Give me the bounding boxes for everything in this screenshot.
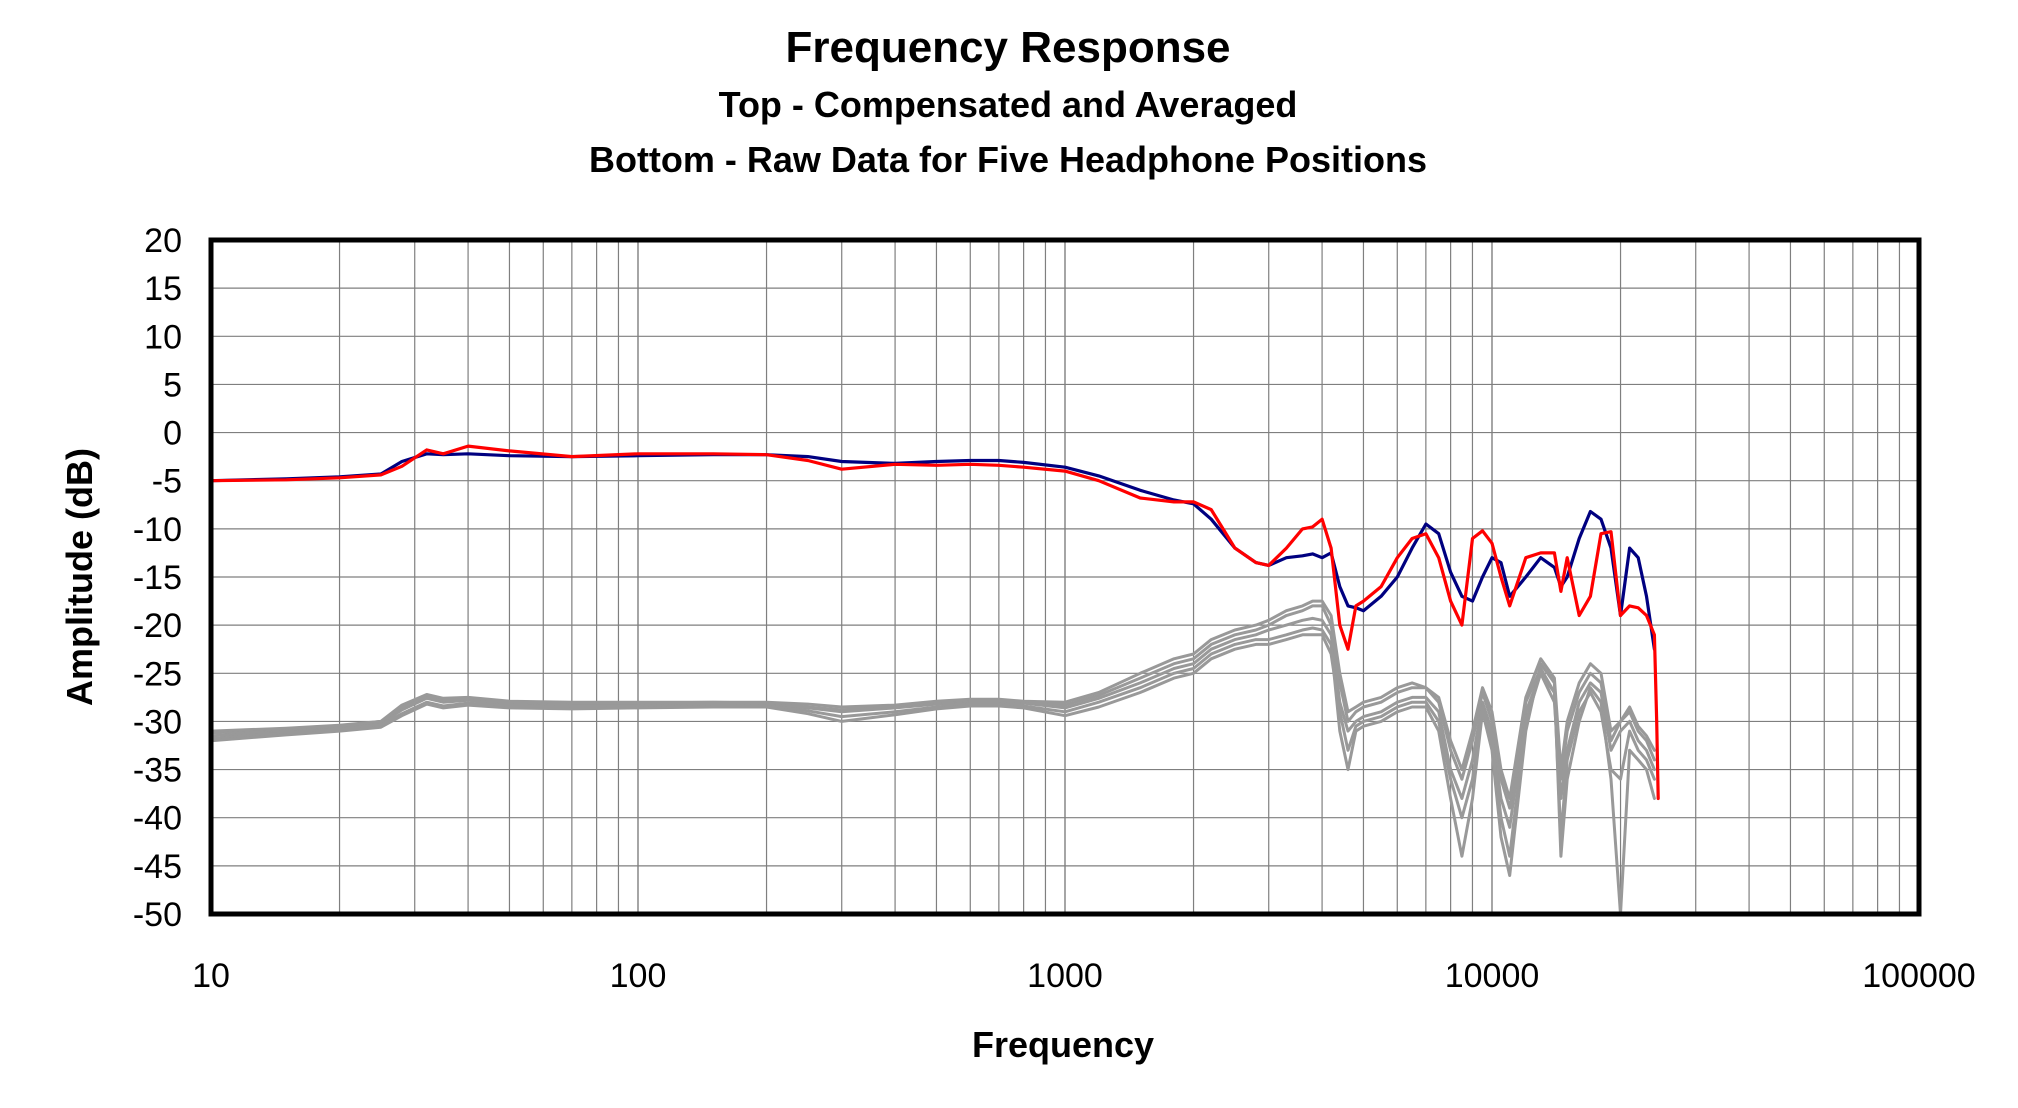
y-tick-label: -35 [133,752,182,790]
grid-lines [211,240,1919,914]
x-axis-label: Frequency [972,1024,1154,1065]
y-tick-label: -50 [133,896,182,934]
raw-position-line [209,633,1656,858]
y-tick-label: 0 [163,415,182,453]
red-response-line [209,444,1660,801]
x-tick-labels: 10 100 1000 10000 100000 [192,957,1976,995]
y-tick-label: -25 [133,655,182,693]
y-tick-label: 10 [144,318,182,356]
y-axis-label: Amplitude (dB) [59,448,100,706]
plot-area-frame [208,237,1922,917]
y-tick-labels: 20 15 10 5 0 -5 -10 -15 -20 -25 -30 -35 -40 -45 -50 [133,222,182,934]
chart-subtitle-top: Top - Compensated and Averaged [719,84,1298,125]
y-tick-label: -20 [133,607,182,645]
y-tick-label: -40 [133,800,182,838]
y-tick-label: -5 [152,463,182,501]
x-tick-label: 10000 [1445,957,1540,995]
y-tick-label: -10 [133,511,182,549]
chart-subtitle-bottom: Bottom - Raw Data for Five Headphone Pos… [589,139,1427,180]
x-tick-label: 10 [192,957,230,995]
x-tick-label: 1000 [1027,957,1103,995]
y-tick-label: -45 [133,848,182,886]
y-tick-label: -15 [133,559,182,597]
y-tick-label: 5 [163,366,182,404]
y-tick-label: -30 [133,703,182,741]
x-tick-label: 100000 [1862,957,1975,995]
y-tick-label: 15 [144,270,182,308]
chart-title: Frequency Response [785,23,1230,72]
raw-position-line [209,599,1656,800]
x-tick-label: 100 [610,957,667,995]
y-tick-label: 20 [144,222,182,260]
series-group [209,444,1660,916]
